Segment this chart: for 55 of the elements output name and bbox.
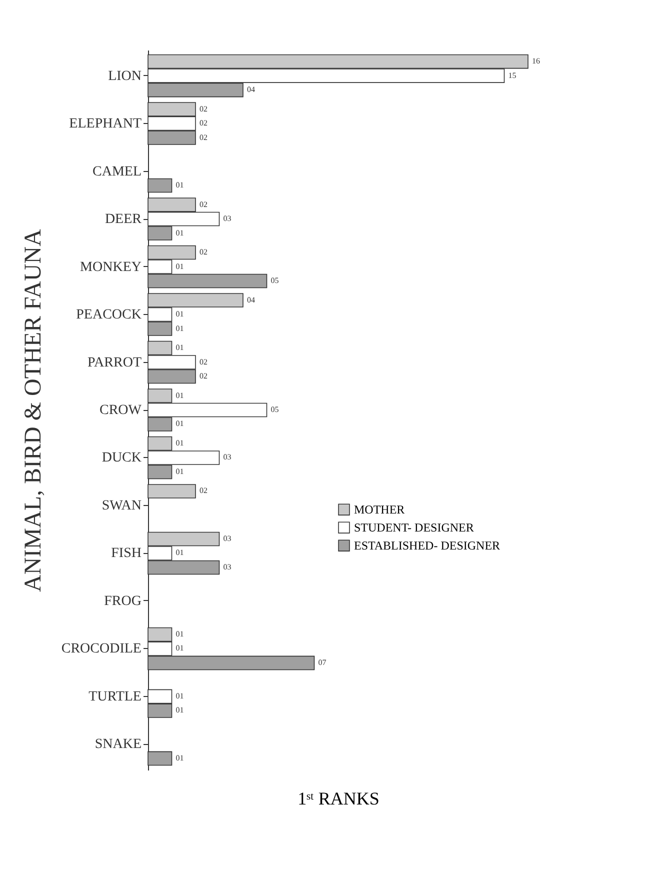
data-label: 02 — [200, 104, 208, 114]
data-label: 01 — [176, 262, 184, 271]
data-label: 01 — [176, 691, 184, 700]
y-tick-label: SWAN — [102, 498, 142, 514]
data-label: 05 — [270, 405, 279, 414]
y-axis-title: ANIMAL, BIRD & OTHER FAUNA — [20, 228, 46, 592]
data-label: 01 — [176, 419, 184, 428]
y-tick-label: CROW — [100, 403, 142, 418]
data-label: 03 — [223, 534, 232, 543]
legend-label: STUDENT- DESIGNER — [354, 520, 474, 535]
data-label: 01 — [176, 706, 184, 715]
data-label: 02 — [200, 200, 208, 209]
y-tick-label: LION — [108, 68, 142, 84]
x-axis-title: 1ˢᵗ RANKS — [298, 788, 380, 808]
data-label: 16 — [532, 56, 540, 66]
y-tick-label: ELEPHANT — [69, 116, 142, 132]
y-tick-label: TURTLE — [88, 689, 142, 704]
y-tick-label: PARROT — [88, 355, 142, 370]
data-label: 04 — [247, 295, 255, 304]
data-label: 02 — [200, 248, 208, 257]
y-tick-label: CROCODILE — [61, 642, 142, 657]
data-label: 02 — [200, 371, 208, 380]
y-tick-label: CAMEL — [92, 164, 142, 180]
data-label: 01 — [176, 324, 184, 333]
data-label: 01 — [176, 548, 184, 558]
data-label: 01 — [176, 753, 184, 762]
data-label: 01 — [176, 180, 184, 190]
data-label: 03 — [223, 214, 232, 224]
data-label: 02 — [200, 132, 208, 142]
data-label: 02 — [200, 486, 208, 496]
y-tick-label: PEACOCK — [76, 308, 142, 323]
data-label: 01 — [176, 228, 184, 238]
data-label: 03 — [223, 452, 232, 462]
data-label: 07 — [318, 658, 326, 667]
data-label: 01 — [176, 343, 184, 352]
data-label: 02 — [200, 357, 208, 366]
y-tick-label: DEER — [104, 212, 142, 228]
data-label: 01 — [176, 629, 184, 638]
data-label: 01 — [176, 466, 184, 476]
y-tick-label: FROG — [104, 594, 142, 609]
legend-label: ESTABLISHED- DESIGNER — [354, 538, 500, 553]
data-label: 01 — [176, 310, 184, 319]
y-tick-label: SNAKE — [94, 737, 142, 752]
data-label: 02 — [200, 118, 208, 128]
data-label: 05 — [270, 276, 279, 286]
data-label: 01 — [176, 644, 184, 653]
data-label: 03 — [223, 562, 232, 572]
data-label: 01 — [176, 390, 184, 400]
data-label: 04 — [247, 85, 255, 94]
data-label: 01 — [176, 438, 184, 448]
y-tick-label: MONKEY — [80, 260, 142, 275]
y-tick-label: FISH — [111, 546, 142, 562]
y-tick-label: DUCK — [102, 450, 142, 466]
data-label: 15 — [508, 70, 516, 80]
legend-label: MOTHER — [354, 502, 405, 517]
